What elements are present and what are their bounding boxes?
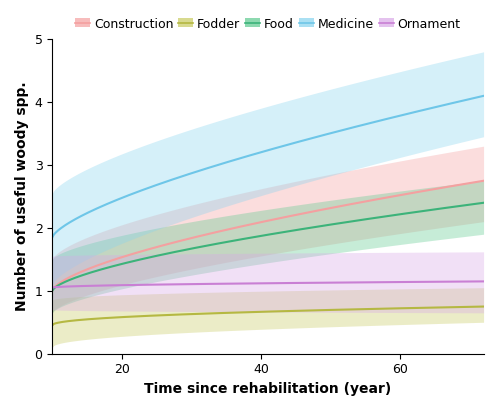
X-axis label: Time since rehabilitation (year): Time since rehabilitation (year)	[144, 382, 392, 396]
Legend: Construction, Fodder, Food, Medicine, Ornament: Construction, Fodder, Food, Medicine, Or…	[72, 15, 463, 33]
Y-axis label: Number of useful woody spp.: Number of useful woody spp.	[15, 82, 29, 311]
